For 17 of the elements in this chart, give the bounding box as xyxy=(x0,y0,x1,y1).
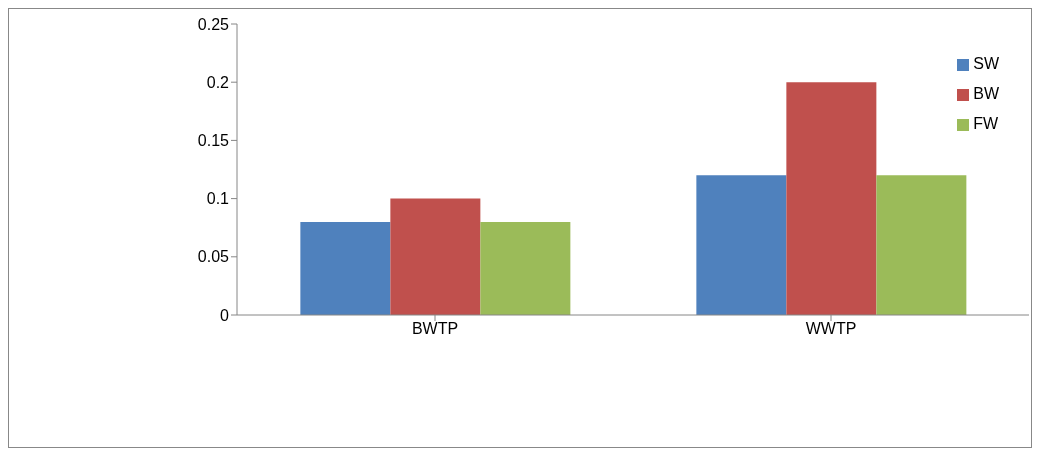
y-tick-label: 0 xyxy=(220,306,230,324)
y-tick-label: 0.05 xyxy=(197,248,230,266)
x-tick-label: WWTP xyxy=(805,320,857,338)
legend-label: SW xyxy=(973,55,999,72)
y-tick-label: 0.15 xyxy=(197,132,230,150)
y-tick-label: 0.25 xyxy=(197,15,230,33)
legend-label: FW xyxy=(973,115,999,132)
y-tick-label: 0.1 xyxy=(206,190,230,208)
legend-label: BW xyxy=(973,85,999,102)
x-tick-label: BWTP xyxy=(411,320,459,338)
bar xyxy=(696,175,787,315)
bar xyxy=(876,175,967,315)
bar xyxy=(480,221,571,315)
y-tick-label: 0.2 xyxy=(206,73,230,91)
bar xyxy=(390,198,481,315)
bar xyxy=(786,82,877,315)
bar xyxy=(300,221,391,315)
